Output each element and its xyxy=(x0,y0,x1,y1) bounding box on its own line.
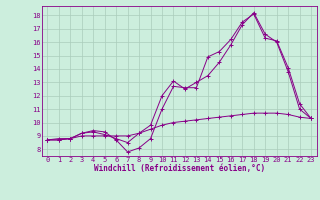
X-axis label: Windchill (Refroidissement éolien,°C): Windchill (Refroidissement éolien,°C) xyxy=(94,164,265,173)
